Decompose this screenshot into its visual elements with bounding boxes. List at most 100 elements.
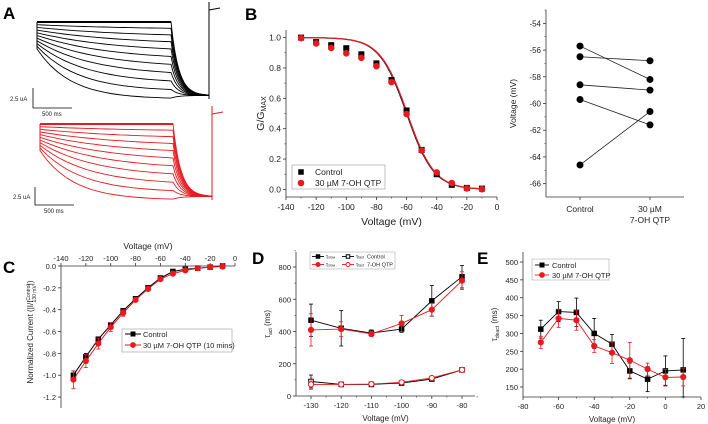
y-tick-label: -0.4 — [43, 306, 56, 315]
legend-sub-slow: slow — [328, 256, 335, 260]
x-tick-label: -40 — [180, 254, 191, 263]
x-tick-label: -110 — [364, 401, 378, 410]
y-axis-title-ylabel: τ — [263, 334, 272, 338]
y-tick-label: 450 — [505, 276, 518, 285]
x-tick-label: -20 — [461, 202, 474, 212]
y-tick-label: 300 — [505, 329, 518, 338]
data-point — [307, 326, 315, 333]
series-line — [310, 369, 463, 385]
data-point-drug — [418, 147, 425, 154]
x-tick-label: 20 — [697, 402, 705, 411]
data-point-control — [538, 326, 544, 332]
paired-point-control — [576, 81, 584, 89]
legend-marker-slow — [315, 262, 321, 267]
current-trace — [36, 22, 209, 99]
panel-label-b: B — [245, 5, 257, 24]
y-tick-label: -66 — [529, 180, 541, 189]
legend-box — [291, 164, 386, 190]
data-point — [368, 380, 375, 388]
data-point — [428, 306, 435, 313]
y-tick-label: 150 — [505, 383, 518, 392]
y-tick-label: 0.2 — [269, 154, 281, 164]
data-point-drug — [478, 185, 486, 193]
legend-label-group: 7-OH QTP — [367, 263, 393, 269]
scale-bar-bottom: 2.5 uA 500 ms — [13, 187, 74, 215]
data-point-drug — [327, 44, 335, 52]
y-tick-label: -0.6 — [43, 328, 56, 337]
current-traces-drug — [39, 106, 224, 200]
data-point-drug — [555, 315, 562, 322]
scale-current-bottom: 2.5 uA — [13, 195, 30, 201]
data-point-drug — [591, 342, 598, 350]
data-point — [307, 381, 315, 388]
legend: τslow τfast Control τslow τfast 7-OH QTP — [309, 251, 396, 270]
data-point-drug — [70, 376, 77, 383]
y-tick-label: 0.0 — [269, 184, 281, 194]
x-tick-label: -130 — [303, 401, 318, 410]
x-tick-label: -40 — [589, 402, 600, 411]
y-tick-label: 0.4 — [269, 124, 281, 134]
legend-label-fast: τfast — [356, 255, 364, 261]
data-point-drug — [358, 54, 365, 62]
data-point-drug — [219, 263, 226, 270]
y-axis-title-ylabel_sup: Control — [26, 284, 32, 300]
x-tick-label: -100 — [103, 254, 118, 263]
current-trace — [39, 124, 213, 197]
legend-label-fast: τfast — [356, 263, 364, 269]
data-point — [429, 298, 435, 304]
data-point-drug — [95, 340, 102, 347]
data-point-drug — [644, 366, 651, 373]
data-point — [338, 381, 345, 388]
y-tick-label: 400 — [278, 328, 291, 337]
x-tick-label: -80 — [457, 401, 468, 410]
spike-tail — [211, 111, 224, 115]
data-point-drug — [312, 40, 320, 47]
legend-label-control: Control — [315, 167, 343, 177]
y-tick-label: -1.2 — [43, 393, 56, 402]
x-axis-title: Voltage (mV) — [361, 216, 422, 228]
chart-tau-act: -130 -120 -110 -100 -90 -80 Voltage (mV) 0 200 40… — [263, 250, 478, 423]
data-point-drug — [373, 62, 380, 70]
y-axis-title: τact (ms) — [263, 310, 274, 338]
legend-sub-fast: fast — [358, 264, 364, 268]
y-tick-label: -0.2 — [43, 284, 56, 293]
paired-point-drug — [646, 86, 654, 94]
x-tick-label: -60 — [155, 254, 166, 263]
data-point-drug — [448, 179, 456, 187]
data-point-control — [343, 45, 350, 52]
legend-sub-slow: slow — [328, 264, 335, 268]
y-axis-title-ylabel: Normalized Current (|I/I — [26, 301, 35, 384]
category-label-drug-line2: 7-OH QTP — [630, 215, 670, 225]
legend-label-control: Control — [552, 261, 577, 270]
data-point-drug — [662, 374, 669, 381]
y-axis-title: G/GMAX — [255, 96, 268, 131]
legend-label-drug: 30 µM 7-OH QTP — [552, 271, 611, 280]
chart-tau-deact: -80 -60 -40 -20 0 20 Voltage (mV) 150 200 250 300 3… — [490, 252, 705, 424]
data-point-drug — [194, 265, 201, 272]
data-point-drug — [537, 339, 544, 346]
series-line — [72, 265, 223, 376]
y-axis-title-sub: MAX — [261, 96, 268, 112]
panel-label-d: D — [252, 249, 264, 268]
x-tick-label: -40 — [431, 202, 444, 212]
y-tick-label: -1.0 — [43, 371, 56, 380]
legend-marker-drug — [130, 342, 136, 348]
y-tick-label: -0.8 — [43, 349, 56, 358]
x-tick-label: -100 — [338, 202, 355, 212]
legend-marker-control — [130, 331, 136, 337]
data-point — [368, 330, 375, 338]
y-tick-label: 400 — [505, 294, 518, 303]
y-tick-label: -60 — [529, 100, 541, 109]
y-axis-title-ylabel_sub: deact — [495, 325, 501, 338]
legend-box — [531, 258, 610, 281]
x-tick-label: 0 — [495, 202, 500, 212]
pair-line — [579, 56, 651, 62]
chart-conductance: -140 -120 -100 -80 -60 -40 -20 0 0.0 0.2 0.4 0.6 0.8… — [255, 30, 500, 228]
y-axis-title-ylabel: τ — [490, 337, 499, 341]
y-axis-title-main: G/G — [255, 111, 267, 130]
y-tick-label: 600 — [278, 295, 291, 304]
x-tick-label: -100 — [394, 401, 409, 410]
chart-iv: -140 -120 -100 -80 -60 -40 -20 0 Voltage (mV) 0.0… — [26, 241, 237, 408]
x-tick-label: -80 — [518, 402, 529, 411]
